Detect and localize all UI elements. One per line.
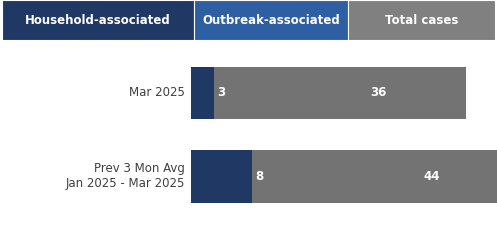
Text: Mar 2025: Mar 2025 <box>129 87 185 99</box>
Text: 36: 36 <box>370 87 386 99</box>
Text: Household-associated: Household-associated <box>25 14 171 27</box>
Text: 8: 8 <box>255 170 263 183</box>
Bar <box>191 67 214 120</box>
Text: Outbreak-associated: Outbreak-associated <box>202 14 340 27</box>
Text: Total cases: Total cases <box>385 14 458 27</box>
Bar <box>191 150 252 203</box>
Text: 3: 3 <box>217 87 225 99</box>
Bar <box>191 67 466 120</box>
Text: 44: 44 <box>423 170 439 183</box>
Bar <box>191 150 497 203</box>
Text: Prev 3 Mon Avg
Jan 2025 - Mar 2025: Prev 3 Mon Avg Jan 2025 - Mar 2025 <box>66 162 185 190</box>
